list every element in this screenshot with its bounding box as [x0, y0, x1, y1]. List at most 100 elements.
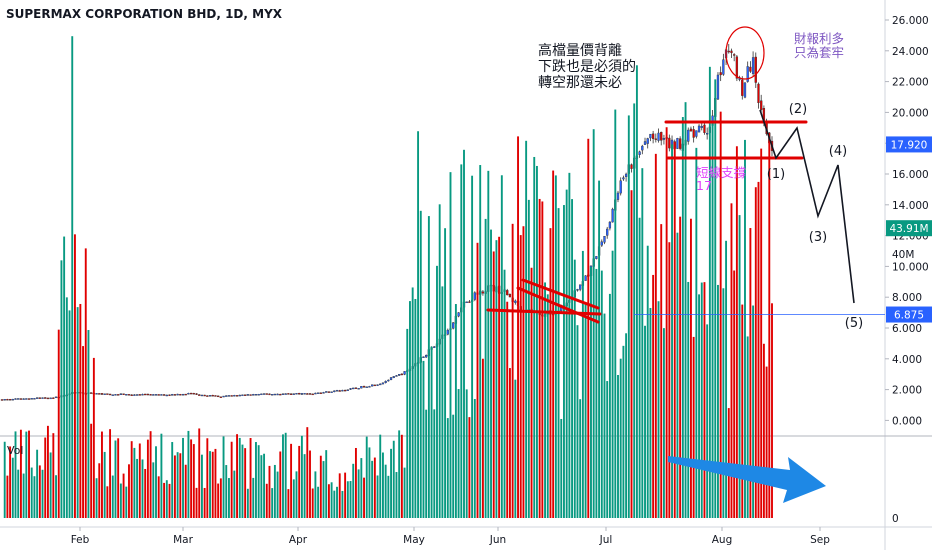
candle-body [403, 371, 406, 375]
candle-body [727, 50, 730, 53]
volume-bar [427, 216, 430, 518]
volume-bar [544, 282, 546, 518]
candle-body [751, 57, 755, 74]
volume-bar [260, 455, 263, 518]
candle-body [606, 228, 609, 236]
candle-body [114, 394, 117, 396]
candle-body [333, 390, 336, 393]
volume-bar [390, 448, 392, 518]
volume-bar [565, 189, 568, 518]
volume-bar [449, 172, 452, 518]
volume-bar [635, 65, 638, 518]
candle-body [425, 355, 428, 358]
price-tick-label: 16.000 [892, 169, 929, 181]
wave-label: (3) [809, 230, 827, 245]
volume-bar [463, 149, 465, 519]
candle-body [284, 393, 287, 395]
candle-body [162, 394, 166, 396]
volume-bar [706, 324, 709, 518]
volume-bar [760, 148, 763, 518]
volume-bar [576, 325, 579, 518]
price-tick-label: 6.000 [892, 323, 922, 335]
volume-bar [409, 301, 411, 518]
candle-body [276, 393, 279, 396]
volume-bar [90, 423, 93, 518]
candle-body [235, 395, 239, 397]
candle-body [741, 79, 744, 96]
volume-bar [457, 389, 460, 518]
candle-body [111, 394, 114, 396]
volume-bar [6, 475, 9, 518]
volume-bar [587, 138, 590, 518]
volume-bar [71, 36, 74, 518]
volume-bar [563, 205, 565, 518]
candle-body [576, 289, 579, 291]
volume-bar [125, 486, 128, 518]
candle-body [179, 394, 182, 396]
volume-bar [52, 433, 55, 518]
volume-bar [38, 465, 41, 518]
volume-bar [646, 245, 649, 518]
volume-bar [584, 302, 587, 518]
volume-bar [438, 204, 441, 518]
volume-bar [327, 484, 330, 518]
volume-bar [452, 414, 455, 518]
candle-body [289, 393, 293, 395]
volume-divergence-arrow [668, 456, 826, 503]
volume-bar [608, 293, 611, 518]
candle-body [268, 393, 271, 396]
volume-bar [503, 269, 506, 518]
volume-bar [422, 360, 425, 518]
volume-bar [730, 203, 733, 518]
volume-bar [214, 448, 217, 518]
candle-body [160, 394, 163, 396]
candle-body [327, 391, 331, 393]
candle-body [260, 393, 263, 396]
volume-bar [360, 458, 363, 518]
candle-body [733, 54, 736, 56]
volume-bar [157, 476, 160, 518]
volume-bar [152, 462, 155, 518]
volume-bar [217, 483, 220, 518]
candle-body [319, 392, 322, 394]
volume-bar [511, 223, 514, 518]
candle-body [257, 393, 260, 396]
volume-bar [668, 242, 671, 518]
volume-bar [46, 425, 49, 518]
volume-bar [290, 443, 293, 518]
candle-body [176, 393, 179, 396]
volume-bar [330, 482, 333, 518]
volume-bar [398, 430, 401, 518]
volume-bar [236, 434, 238, 518]
volume-bar [460, 164, 463, 518]
volume-bar [479, 165, 482, 518]
candle-body [125, 394, 128, 396]
candle-body [697, 125, 701, 133]
candle-body [103, 393, 106, 395]
candle-body [308, 393, 312, 395]
volume-bar [225, 465, 228, 518]
current-price-label: 17.920 [891, 139, 928, 151]
volume-bar [325, 450, 328, 518]
volume-bar [444, 228, 447, 518]
candle-body [154, 394, 158, 396]
volume-bar [160, 433, 163, 518]
candle-body [365, 386, 368, 388]
volume-bar [238, 437, 241, 518]
candle-body [687, 129, 690, 142]
volume-bar [590, 266, 592, 518]
volume-bar [311, 488, 314, 518]
volume-bar [30, 467, 33, 518]
volume-bar [252, 477, 255, 518]
volume-bar [82, 346, 84, 518]
candle-body [233, 395, 236, 397]
candle-body [330, 391, 333, 393]
volume-bar [690, 218, 692, 518]
volume-bar [752, 305, 755, 518]
candle-body [473, 292, 476, 300]
volume-bar [465, 389, 468, 518]
volume-bar [344, 472, 347, 518]
volume-bar [317, 486, 320, 518]
candle-body [295, 393, 298, 395]
volume-bar [762, 343, 765, 518]
